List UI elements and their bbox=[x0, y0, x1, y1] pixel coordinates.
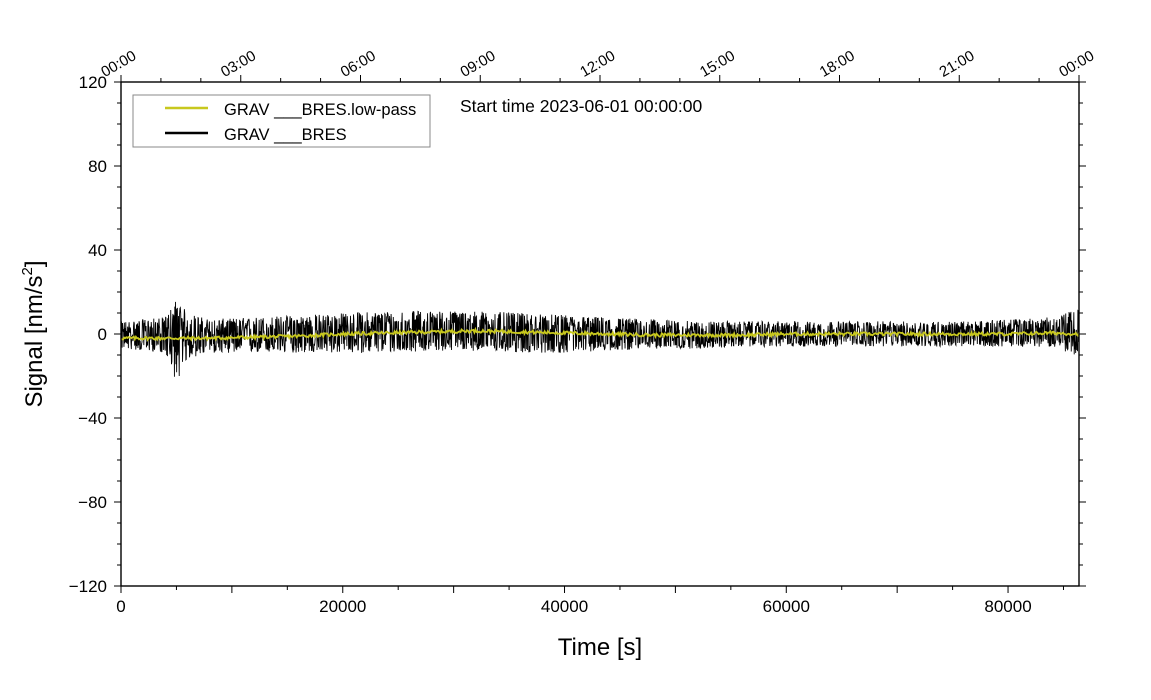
top-time-label: 21:00 bbox=[936, 47, 977, 80]
y-tick-label: 80 bbox=[88, 157, 107, 176]
x-tick-label: 40000 bbox=[541, 597, 588, 616]
x-axis-ticks: 0 20000 40000 60000 80000 bbox=[116, 586, 1064, 616]
series-line-raw bbox=[121, 301, 1079, 377]
y-axis-label-close: ] bbox=[21, 260, 48, 267]
top-time-label: 09:00 bbox=[457, 47, 498, 80]
y-tick-label: −80 bbox=[78, 493, 107, 512]
legend-label-raw: GRAV ___BRES bbox=[224, 126, 347, 144]
y-tick-label: −120 bbox=[69, 577, 107, 596]
y-axis-label-superscript: 2 bbox=[19, 267, 36, 275]
top-time-label: 18:00 bbox=[817, 47, 858, 80]
y-axis-ticks: −120 −80 −40 0 40 80 120 bbox=[69, 73, 1086, 596]
x-tick-label: 80000 bbox=[984, 597, 1031, 616]
x-tick-label: 0 bbox=[116, 597, 125, 616]
series-line-low-pass bbox=[121, 326, 1079, 342]
x-tick-label: 20000 bbox=[319, 597, 366, 616]
legend: GRAV ___BRES.low-pass GRAV ___BRES bbox=[132, 94, 431, 148]
legend-box bbox=[132, 94, 431, 148]
top-time-label: 12:00 bbox=[577, 47, 618, 80]
top-time-label: 15:00 bbox=[697, 47, 738, 80]
y-tick-label: 0 bbox=[98, 325, 107, 344]
top-time-label: 03:00 bbox=[218, 47, 259, 80]
top-time-axis: 00:00 03:00 06:00 09:00 12:00 15:00 18:00 21:00… bbox=[98, 47, 1097, 82]
top-time-label: 00:00 bbox=[1056, 47, 1097, 80]
top-time-label: 06:00 bbox=[338, 47, 379, 80]
y-tick-label: 40 bbox=[88, 241, 107, 260]
legend-label-low-pass: GRAV ___BRES.low-pass bbox=[224, 101, 416, 119]
y-tick-label: −40 bbox=[78, 409, 107, 428]
y-axis-label-main: Signal [nm/s bbox=[21, 275, 48, 407]
x-tick-label: 60000 bbox=[763, 597, 810, 616]
start-time-annotation: Start time 2023-06-01 00:00:00 bbox=[460, 96, 703, 116]
data-layer bbox=[121, 301, 1079, 377]
y-axis-label: Signal [nm/s2] bbox=[19, 260, 48, 407]
x-axis-label: Time [s] bbox=[558, 634, 642, 661]
y-tick-label: 120 bbox=[79, 73, 107, 92]
top-time-label: 00:00 bbox=[98, 47, 139, 80]
